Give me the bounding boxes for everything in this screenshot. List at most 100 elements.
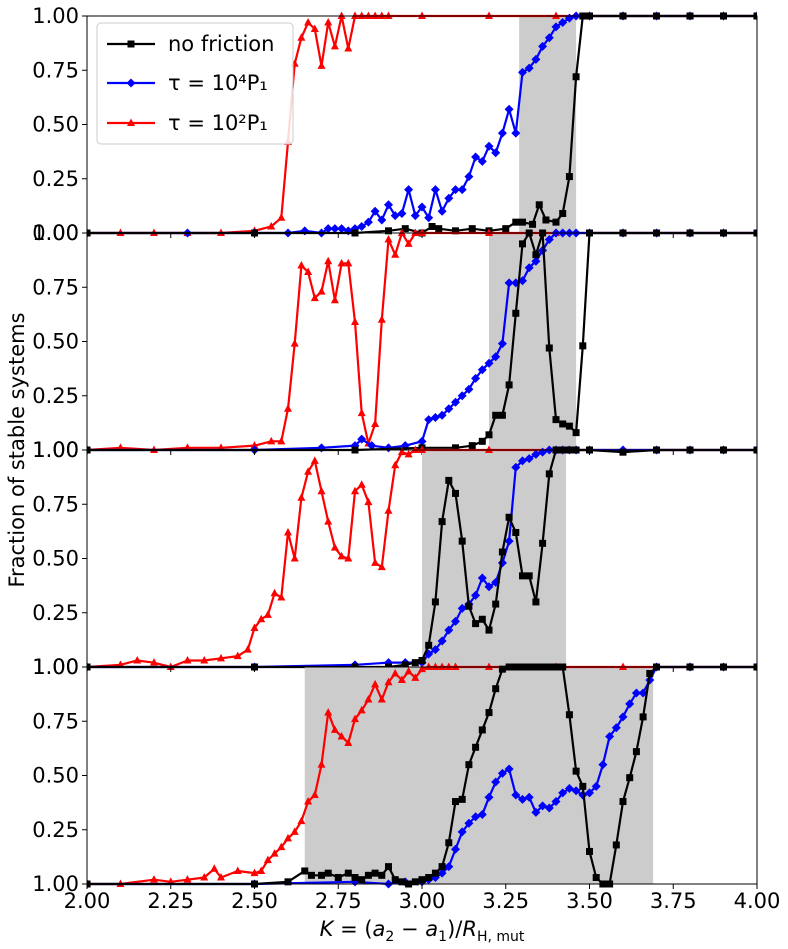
data-point <box>371 679 380 688</box>
data-point <box>297 261 306 269</box>
data-point <box>457 603 467 613</box>
data-point <box>344 869 352 877</box>
data-point <box>544 33 554 43</box>
data-point <box>505 381 513 389</box>
data-point <box>552 218 560 226</box>
data-point <box>257 866 266 874</box>
data-point <box>384 677 393 686</box>
data-point <box>377 562 386 571</box>
data-point <box>445 839 453 847</box>
data-point <box>277 593 286 601</box>
data-point <box>337 731 346 740</box>
data-point <box>418 11 426 19</box>
data-point <box>391 460 400 469</box>
data-point <box>183 875 192 883</box>
data-point <box>492 411 500 419</box>
data-point <box>579 342 587 350</box>
data-point <box>263 855 272 864</box>
data-point <box>437 410 447 420</box>
data-point <box>200 872 209 881</box>
data-point <box>363 217 373 227</box>
data-point <box>210 864 219 872</box>
data-point <box>310 790 319 799</box>
data-point <box>438 518 446 526</box>
data-point <box>384 506 393 514</box>
y-tick-label: 0.50 <box>32 764 79 788</box>
data-point <box>330 543 339 551</box>
data-point <box>384 200 393 210</box>
data-point <box>451 616 460 626</box>
data-point <box>290 827 299 835</box>
data-point <box>418 876 426 884</box>
data-point <box>257 614 266 623</box>
data-point <box>519 218 526 226</box>
y-tick-label: 1.00 <box>32 655 79 679</box>
data-point <box>324 708 333 716</box>
data-point <box>390 211 400 221</box>
data-point <box>344 258 353 267</box>
data-point <box>391 876 399 884</box>
data-point <box>418 664 426 673</box>
data-point <box>424 662 433 670</box>
data-point <box>324 256 333 265</box>
data-point <box>324 517 333 525</box>
data-point <box>250 623 259 631</box>
data-point <box>484 792 494 802</box>
data-point <box>542 216 550 224</box>
legend-marker <box>126 78 136 88</box>
data-point <box>411 673 420 681</box>
data-point <box>304 467 313 475</box>
data-point <box>525 572 533 580</box>
data-point <box>605 731 615 741</box>
data-point <box>357 434 367 444</box>
y-tick-label: 0.75 <box>32 709 79 733</box>
data-point <box>411 228 420 236</box>
data-point <box>217 872 225 881</box>
data-point <box>457 391 467 401</box>
data-point <box>491 352 501 362</box>
data-point <box>133 655 142 664</box>
data-point <box>150 658 158 666</box>
data-point <box>307 871 315 879</box>
data-point <box>451 844 460 854</box>
data-point <box>330 224 340 234</box>
data-point <box>471 373 481 383</box>
data-point <box>518 794 527 804</box>
y-tick-label: 0.75 <box>32 492 79 516</box>
data-point <box>277 213 286 221</box>
data-point <box>364 11 373 19</box>
data-point <box>518 456 527 466</box>
data-point <box>344 738 353 746</box>
data-point <box>444 625 454 635</box>
data-point <box>477 810 487 820</box>
data-point <box>367 441 377 451</box>
data-point <box>183 655 192 664</box>
data-point <box>317 287 326 295</box>
data-point <box>337 11 346 19</box>
data-point <box>290 554 299 562</box>
x-tick-label: 2.75 <box>315 889 362 913</box>
data-point <box>504 536 514 546</box>
data-point <box>337 224 347 234</box>
data-point <box>484 358 494 368</box>
data-point <box>297 493 306 501</box>
data-point <box>284 833 292 842</box>
data-point <box>430 185 440 195</box>
data-point <box>504 764 514 774</box>
data-point <box>267 221 276 230</box>
y-tick-label: 0.50 <box>32 330 79 354</box>
data-point <box>397 208 407 218</box>
data-point <box>384 11 393 19</box>
data-point <box>611 723 621 733</box>
data-point <box>364 497 373 506</box>
data-point <box>451 662 460 670</box>
data-point <box>504 278 514 288</box>
data-point <box>424 415 434 425</box>
y-tick-label: 0.00 <box>32 221 79 245</box>
data-point <box>452 798 459 806</box>
data-point <box>591 781 601 791</box>
data-point <box>301 867 309 875</box>
data-point <box>391 669 400 677</box>
data-point <box>571 786 581 796</box>
data-point <box>377 315 386 323</box>
